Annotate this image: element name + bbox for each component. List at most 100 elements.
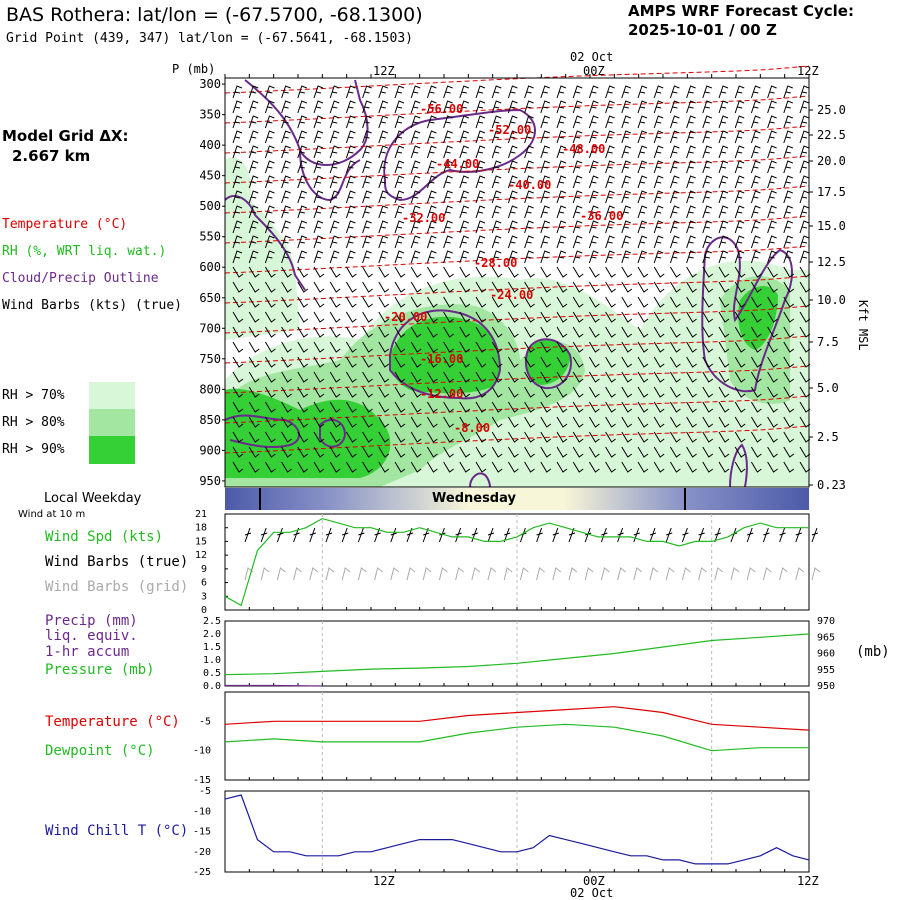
wind-barb: [767, 371, 778, 383]
wind-barb: [524, 100, 534, 114]
wind-barb: [686, 281, 697, 293]
wind-barb: [605, 356, 616, 368]
wind-barb: [329, 205, 340, 219]
rh70-upper: [225, 157, 300, 340]
wind-barb: [750, 100, 761, 114]
wind-barb: [443, 85, 453, 99]
wind-barb: [329, 130, 340, 144]
isotherm-label: -24.00: [490, 288, 533, 302]
wind-barb: [297, 281, 309, 293]
wind-barb: [491, 205, 502, 219]
wind-barb: [475, 326, 487, 338]
cross-section: [222, 65, 813, 488]
wind-barb: [426, 100, 437, 114]
wind-barb: [297, 235, 307, 249]
grid-wind-barb: [811, 567, 821, 581]
wind-barb: [459, 296, 471, 308]
wind-barb: [459, 326, 471, 338]
wind-barb: [734, 431, 746, 443]
wind-barb: [362, 296, 373, 308]
legend-temperature: Temperature (°C): [2, 217, 128, 232]
wind-barb: [718, 311, 730, 323]
wind-barb: [378, 220, 388, 234]
wind-barb: [686, 85, 696, 99]
wind-barb: [750, 341, 762, 353]
wind-barb: [362, 130, 372, 144]
wind-barb: [750, 175, 761, 189]
wind-barb: [345, 296, 357, 308]
model-grid-label: Model Grid ΔX:: [2, 127, 129, 145]
wind-barb: [540, 311, 552, 323]
wind-barb: [362, 416, 373, 428]
wind-barb: [767, 356, 778, 368]
wind-barb: [475, 446, 487, 458]
wind-barb: [750, 190, 761, 204]
wind-barb: [491, 160, 502, 174]
wind-barb: [540, 326, 552, 338]
wind-barb: [669, 235, 680, 249]
wind-barb: [394, 205, 405, 219]
wind-barb: [459, 461, 471, 473]
wind-barb: [313, 341, 325, 353]
wind-barb: [588, 326, 600, 338]
wind-barb: [718, 386, 730, 398]
isotherm-label: -48.00: [562, 142, 605, 156]
wind-barb: [264, 85, 275, 99]
wind-barb: [669, 175, 680, 189]
wind-barb: [426, 311, 438, 323]
wind-barb: [248, 175, 259, 189]
wind-barb: [232, 326, 244, 338]
wind-barb: [702, 130, 712, 144]
wind-barb: [734, 446, 746, 458]
wind-barb: [540, 356, 552, 368]
wind-barb: [621, 85, 631, 99]
wind-barb: [653, 311, 665, 323]
label-temperature: Temperature (°C): [45, 714, 180, 730]
surface-wind-barb: [811, 527, 819, 543]
wind-barb: [297, 220, 307, 234]
grid-wind-barb: [406, 567, 416, 581]
height-tick-label: 20.0: [817, 154, 846, 168]
wind-barb: [394, 190, 405, 204]
wind-barb: [362, 220, 372, 234]
wind-barb: [426, 326, 438, 338]
wind-barb: [572, 386, 584, 398]
wind-barb: [394, 145, 405, 159]
wind-barb: [394, 416, 406, 428]
wind-barb: [767, 326, 778, 338]
wind-barb: [297, 371, 309, 383]
wind-barb: [750, 371, 762, 383]
wind-barb: [556, 130, 567, 144]
wind-barb: [443, 175, 453, 189]
wind-barb: [783, 190, 793, 204]
wind-barb: [362, 401, 373, 413]
pressure-tick-label: 970: [817, 616, 835, 627]
wind-barb: [507, 371, 519, 383]
wind-barb: [459, 220, 469, 234]
wind-barb: [718, 100, 729, 114]
wind-barb: [345, 431, 357, 443]
wind-barb: [702, 356, 714, 368]
wind-barb: [605, 461, 616, 473]
wind-barb: [329, 100, 340, 114]
pressure-tick-label: 960: [817, 649, 835, 660]
cloud-outline-8: [224, 414, 300, 449]
wind-barb: [637, 431, 649, 443]
wind-barb: [459, 281, 471, 293]
wind-barb: [491, 220, 502, 234]
wind-barb: [378, 250, 388, 264]
forecast-cycle-value: 2025-10-01 / 00 Z: [628, 21, 777, 39]
wind-barb: [264, 130, 275, 144]
grid-wind-barb: [357, 567, 367, 581]
wind-barb: [524, 250, 534, 264]
wind-barb: [329, 220, 340, 234]
wind-barb: [491, 386, 503, 398]
wind-barb: [491, 235, 502, 249]
wind-barb: [248, 205, 259, 219]
wind-barb: [702, 371, 714, 383]
isotherm-label: -36.00: [580, 209, 623, 223]
wind-barb: [232, 266, 244, 278]
wind-barb: [572, 190, 583, 204]
wind-barb: [686, 145, 696, 159]
wind-barb: [750, 145, 761, 159]
